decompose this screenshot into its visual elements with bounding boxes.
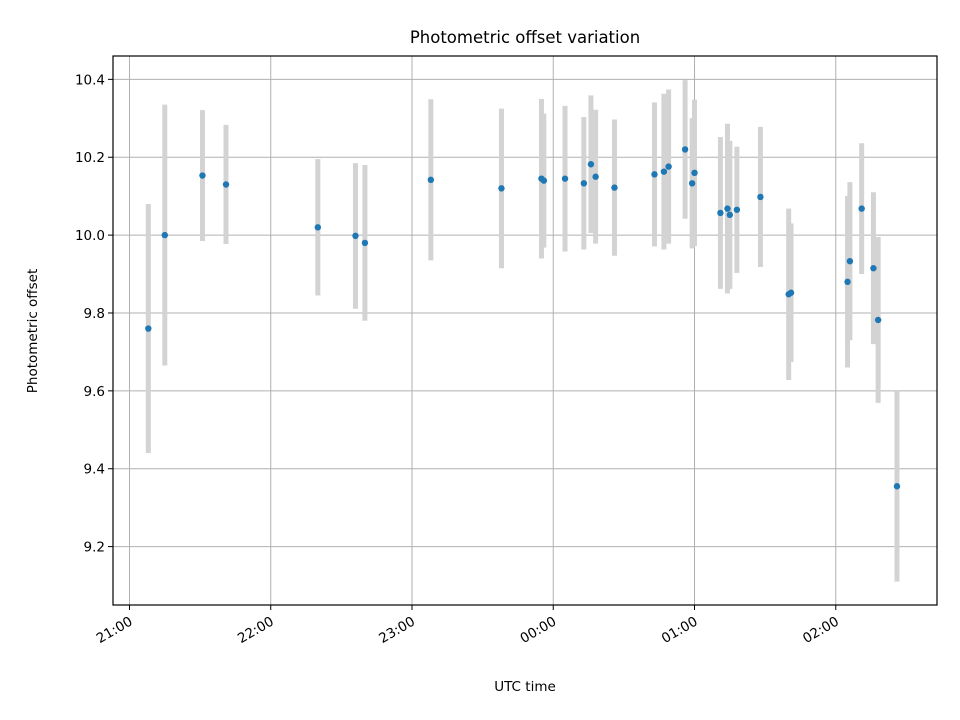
data-point — [724, 205, 731, 212]
data-point — [592, 173, 599, 180]
data-point — [651, 171, 658, 178]
grid-lines — [113, 56, 937, 605]
data-point — [665, 163, 672, 170]
data-point — [361, 239, 369, 247]
data-point — [145, 325, 152, 332]
data-point — [688, 180, 696, 187]
chart-title: Photometric offset variation — [410, 28, 640, 47]
data-point — [540, 177, 548, 184]
y-tick-label: 10.0 — [75, 228, 105, 244]
y-tick-label: 9.4 — [84, 462, 105, 478]
y-axis-label: Photometric offset — [25, 269, 41, 393]
x-tick-label: 00:00 — [518, 614, 560, 647]
data-point — [858, 205, 865, 212]
data-point — [870, 265, 877, 272]
data-point — [427, 176, 435, 184]
x-tick-label: 23:00 — [376, 614, 418, 647]
data-point — [844, 278, 851, 286]
data-point — [733, 206, 741, 213]
x-tick-label: 02:00 — [800, 614, 842, 647]
data-point — [222, 181, 230, 188]
data-point — [757, 193, 764, 201]
data-point — [587, 161, 595, 168]
y-tick-label: 9.6 — [84, 384, 105, 400]
data-point — [681, 146, 689, 153]
x-tick-label: 22:00 — [235, 614, 277, 647]
data-point — [691, 169, 698, 177]
data-points — [145, 146, 901, 490]
data-point — [660, 168, 668, 175]
data-point — [498, 185, 505, 192]
x-axis-label: UTC time — [494, 679, 556, 695]
data-point — [893, 483, 901, 490]
data-point — [199, 172, 206, 179]
data-point — [874, 316, 882, 324]
y-tick-label: 9.2 — [84, 540, 105, 556]
data-point — [580, 180, 588, 187]
plot-frame — [112, 55, 938, 606]
y-tick-label: 10.2 — [75, 150, 105, 166]
data-point — [726, 211, 734, 219]
data-point — [314, 224, 322, 231]
x-tick-label: 01:00 — [659, 614, 701, 647]
data-point — [611, 184, 618, 191]
data-point — [352, 232, 359, 240]
x-tick-label: 21:00 — [94, 614, 136, 647]
data-point — [717, 209, 724, 217]
data-point — [846, 257, 854, 265]
error-bars — [145, 80, 900, 582]
y-tick-label: 9.8 — [84, 306, 105, 322]
data-point — [561, 175, 569, 182]
y-tick-label: 10.4 — [75, 72, 105, 88]
data-point — [787, 289, 795, 296]
data-point — [161, 231, 168, 239]
